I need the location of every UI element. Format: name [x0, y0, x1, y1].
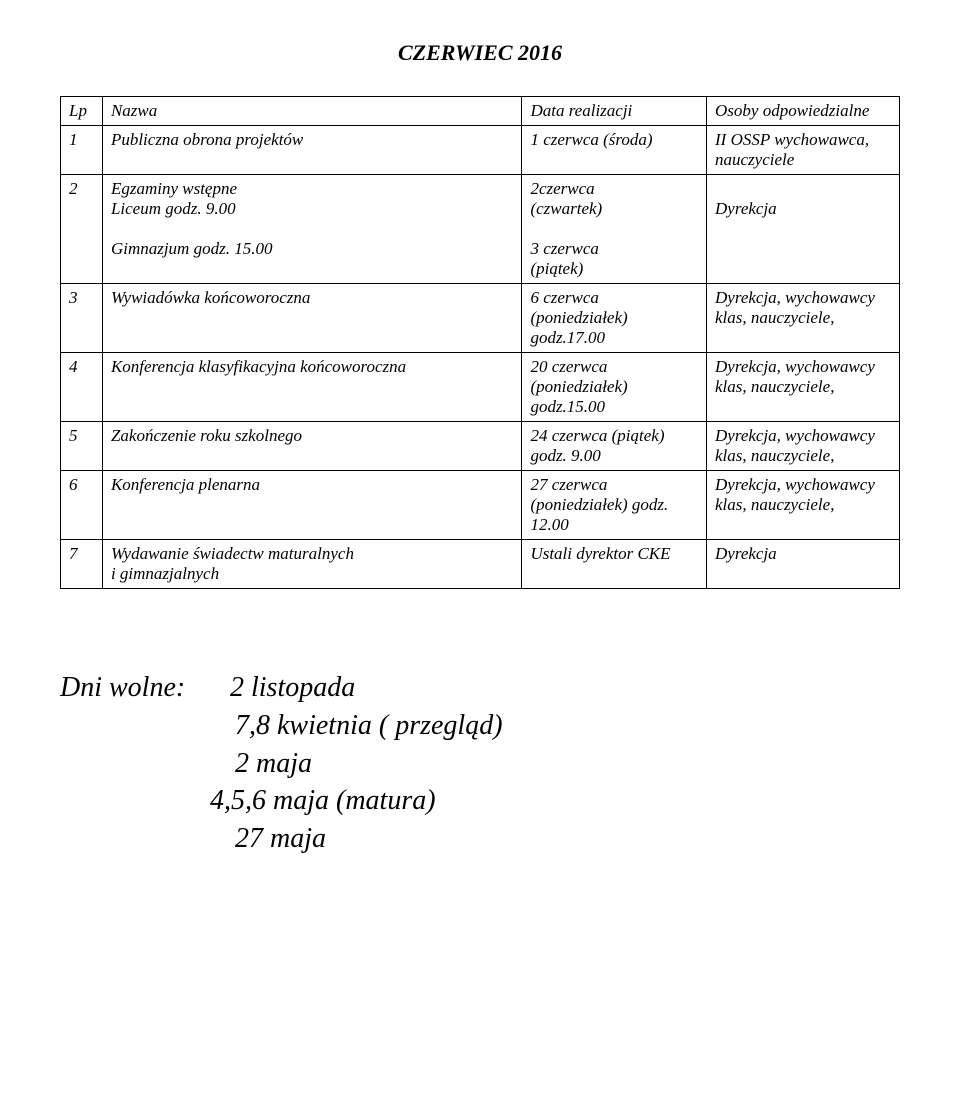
- table-header-row: Lp Nazwa Data realizacji Osoby odpowiedz…: [61, 97, 900, 126]
- table-row: 1 Publiczna obrona projektów 1 czerwca (…: [61, 126, 900, 175]
- table-row: 5 Zakończenie roku szkolnego 24 czerwca …: [61, 422, 900, 471]
- cell-nazwa: Konferencja plenarna: [102, 471, 522, 540]
- table-row: 6 Konferencja plenarna 27 czerwca (ponie…: [61, 471, 900, 540]
- text: 2czerwca: [530, 179, 594, 198]
- cell-nazwa: Konferencja klasyfikacyjna końcoworoczna: [102, 353, 522, 422]
- cell-nazwa: Wydawanie świadectw maturalnych i gimnaz…: [102, 540, 522, 589]
- cell-nazwa: Wywiadówka końcoworoczna: [102, 284, 522, 353]
- cell-lp: 7: [61, 540, 103, 589]
- header-nazwa: Nazwa: [102, 97, 522, 126]
- free-days-line: 2 maja: [60, 745, 900, 783]
- cell-osoby: Dyrekcja, wychowawcy klas, nauczyciele,: [707, 284, 900, 353]
- cell-osoby: Dyrekcja, wychowawcy klas, nauczyciele,: [707, 471, 900, 540]
- free-days-line: 4,5,6 maja (matura): [60, 782, 900, 820]
- cell-data: 1 czerwca (środa): [522, 126, 707, 175]
- cell-lp: 6: [61, 471, 103, 540]
- free-days-line: 27 maja: [60, 820, 900, 858]
- table-row: 2 Egzaminy wstępne Liceum godz. 9.00 Gim…: [61, 175, 900, 284]
- text: Dyrekcja: [715, 199, 777, 218]
- free-days-label: Dni wolne:: [60, 669, 230, 707]
- cell-data: Ustali dyrektor CKE: [522, 540, 707, 589]
- cell-nazwa: Egzaminy wstępne Liceum godz. 9.00 Gimna…: [102, 175, 522, 284]
- text: (piątek): [530, 259, 583, 278]
- free-days-line: 2 listopada: [230, 672, 355, 703]
- cell-data: 2czerwca (czwartek) 3 czerwca (piątek): [522, 175, 707, 284]
- cell-lp: 5: [61, 422, 103, 471]
- text: (czwartek): [530, 199, 602, 218]
- text: Liceum godz. 9.00: [111, 199, 236, 218]
- page-title: CZERWIEC 2016: [60, 40, 900, 66]
- cell-data: 20 czerwca (poniedziałek) godz.15.00: [522, 353, 707, 422]
- text: Gimnazjum godz. 15.00: [111, 239, 273, 258]
- cell-osoby: Dyrekcja: [707, 175, 900, 284]
- schedule-table: Lp Nazwa Data realizacji Osoby odpowiedz…: [60, 96, 900, 589]
- header-data: Data realizacji: [522, 97, 707, 126]
- cell-data: 6 czerwca (poniedziałek) godz.17.00: [522, 284, 707, 353]
- text: Egzaminy wstępne: [111, 179, 237, 198]
- table-row: 7 Wydawanie świadectw maturalnych i gimn…: [61, 540, 900, 589]
- cell-lp: 3: [61, 284, 103, 353]
- header-osoby: Osoby odpowiedzialne: [707, 97, 900, 126]
- free-days-line: 7,8 kwietnia ( przegląd): [60, 707, 900, 745]
- free-days-block: Dni wolne:2 listopada 7,8 kwietnia ( prz…: [60, 669, 900, 858]
- header-lp: Lp: [61, 97, 103, 126]
- cell-osoby: Dyrekcja: [707, 540, 900, 589]
- table-row: 4 Konferencja klasyfikacyjna końcoworocz…: [61, 353, 900, 422]
- cell-osoby: Dyrekcja, wychowawcy klas, nauczyciele,: [707, 353, 900, 422]
- cell-osoby: Dyrekcja, wychowawcy klas, nauczyciele,: [707, 422, 900, 471]
- cell-data: 27 czerwca (poniedziałek) godz. 12.00: [522, 471, 707, 540]
- table-row: 3 Wywiadówka końcoworoczna 6 czerwca (po…: [61, 284, 900, 353]
- cell-data: 24 czerwca (piątek) godz. 9.00: [522, 422, 707, 471]
- cell-nazwa: Zakończenie roku szkolnego: [102, 422, 522, 471]
- cell-nazwa: Publiczna obrona projektów: [102, 126, 522, 175]
- cell-lp: 1: [61, 126, 103, 175]
- cell-lp: 2: [61, 175, 103, 284]
- cell-lp: 4: [61, 353, 103, 422]
- text: 3 czerwca: [530, 239, 598, 258]
- cell-osoby: II OSSP wychowawca, nauczyciele: [707, 126, 900, 175]
